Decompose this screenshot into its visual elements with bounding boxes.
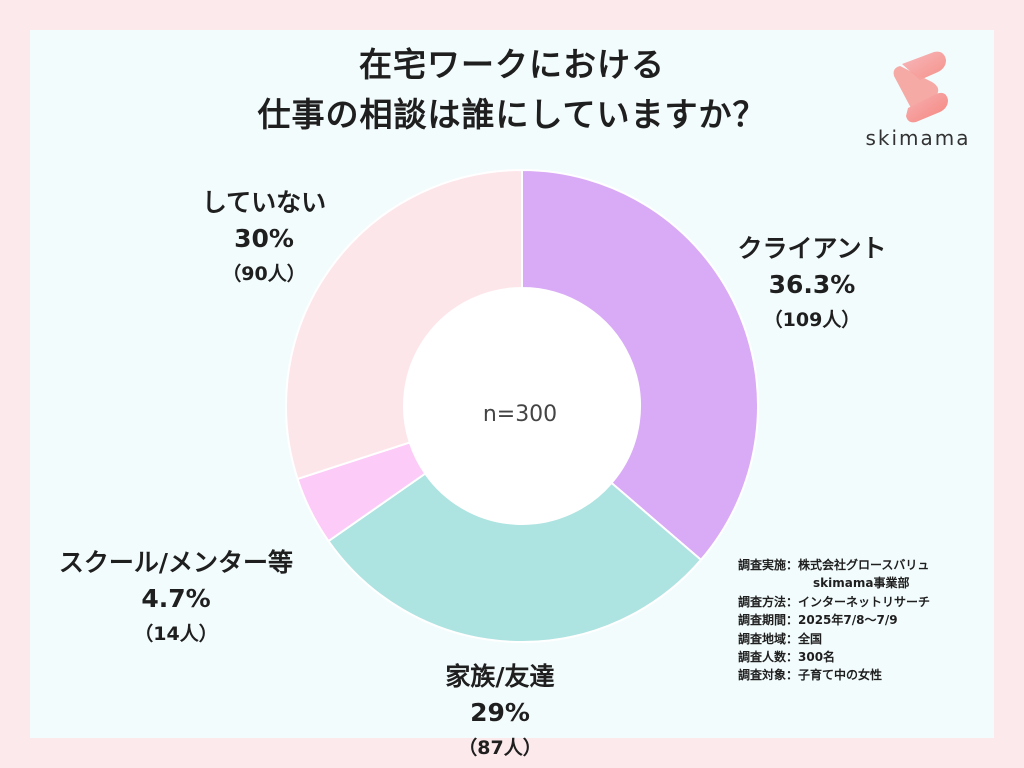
center-label: n=300 [482,402,558,427]
slice-label-family-friends: 家族/友達 29% （87人） [360,660,640,764]
skimama-logo-icon [893,51,948,123]
chart-title-line1: 在宅ワークにおける [359,45,665,84]
brand-name: skimama [865,126,971,150]
survey-note: 調査対象：子育て中の女性 [738,668,883,683]
survey-note: 調査実施：株式会社グロースバリュ [738,558,930,572]
slice-percent: 29% [470,698,530,727]
slice-category: していない [201,188,327,217]
survey-note: 調査人数：300名 [738,650,836,665]
survey-note: skimama事業部 [813,576,910,591]
survey-notes: 調査実施：株式会社グロースバリュ skimama事業部 調査方法：インターネット… [738,556,930,685]
slice-percent: 36.3% [768,270,856,299]
survey-note: 調査方法：インターネットリサーチ [738,594,931,609]
slice-category: クライアント [737,234,887,263]
donut-hole [404,288,640,524]
slice-percent: 30% [234,224,294,253]
slice-none [285,168,523,481]
chart-title-line2: 仕事の相談は誰にしていますか？ [257,95,767,134]
slice-count: （14人） [134,623,218,645]
slice-count: （87人） [458,737,542,759]
survey-note: 調査地域：全国 [738,631,823,646]
slice-percent: 4.7% [141,584,211,613]
survey-note: 調査期間：2025年7/8〜7/9 [738,613,898,628]
slice-category: 家族/友達 [445,662,555,691]
slice-label-school-mentor: スクール/メンター等 4.7% （14人） [36,546,316,650]
slice-category: スクール/メンター等 [58,548,294,577]
slice-label-client: クライアント 36.3% （109人） [672,232,952,336]
slice-count: （109人） [763,309,861,331]
slice-label-none: していない 30% （90人） [124,186,404,290]
slice-count: （90人） [222,263,306,285]
